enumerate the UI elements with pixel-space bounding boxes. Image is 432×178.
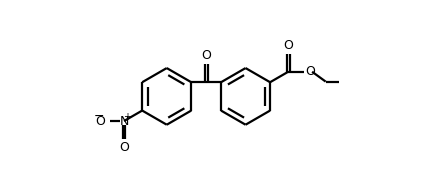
Text: O: O <box>283 39 293 52</box>
Text: +: + <box>124 112 131 122</box>
Text: O: O <box>95 114 105 127</box>
Text: N: N <box>119 114 129 127</box>
Text: O: O <box>305 65 315 78</box>
Text: O: O <box>119 141 129 154</box>
Text: O: O <box>201 49 211 62</box>
Text: −: − <box>94 110 105 123</box>
